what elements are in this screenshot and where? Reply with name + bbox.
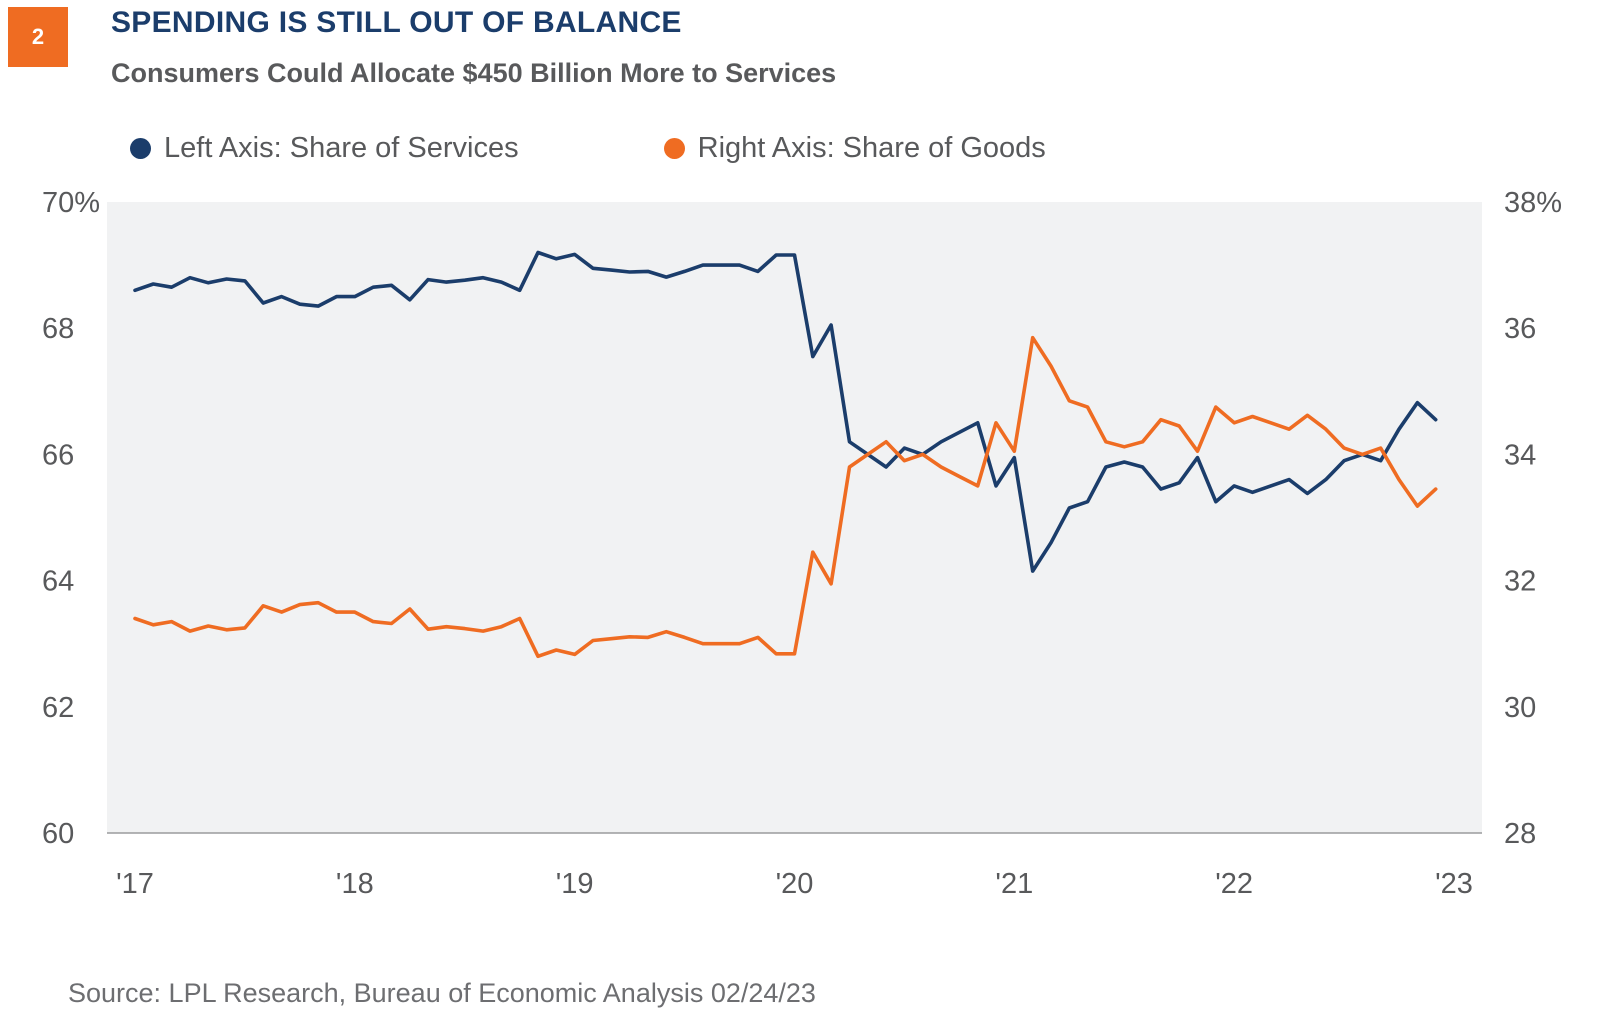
legend-label-services: Left Axis: Share of Services [164,131,519,164]
x-tick-label: '21 [995,868,1033,900]
x-tick-label: '20 [776,868,814,900]
legend: Left Axis: Share of Services Right Axis:… [130,128,1191,168]
legend-swatch-goods [663,137,685,159]
figure-number-badge: 2 [8,7,68,67]
plot-area [107,202,1482,833]
chart-title: SPENDING IS STILL OUT OF BALANCE [111,6,682,39]
chart-subtitle: Consumers Could Allocate $450 Billion Mo… [111,58,837,88]
legend-item-services: Left Axis: Share of Services [130,132,519,165]
legend-label-goods: Right Axis: Share of Goods [697,131,1046,164]
x-tick-label: '19 [556,868,594,900]
legend-item-goods: Right Axis: Share of Goods [663,131,1046,165]
series-line-goods [133,335,1438,659]
x-tick-label: '22 [1215,868,1253,900]
y-right-tick-label: 34 [1504,439,1536,471]
y-right-tick-label: 28 [1504,818,1536,850]
legend-swatch-services [130,137,151,159]
y-left-tick-label: 64 [42,566,74,598]
y-right-tick-label: 38% [1504,187,1562,219]
y-left-tick-label: 60 [42,818,74,850]
y-left-tick-label: 62 [42,692,74,724]
y-left-tick-label: 70% [42,187,100,219]
series-line-services [133,250,1438,573]
x-tick-label: '23 [1435,868,1473,900]
y-left-tick-label: 68 [42,313,74,345]
source-note: Source: LPL Research, Bureau of Economic… [68,978,816,1008]
y-left-tick-label: 66 [42,439,74,471]
y-right-tick-label: 30 [1504,692,1536,724]
x-tick-label: '18 [336,868,374,900]
x-tick-label: '17 [116,868,154,900]
y-right-tick-label: 36 [1504,313,1536,345]
y-right-tick-label: 32 [1504,566,1536,598]
